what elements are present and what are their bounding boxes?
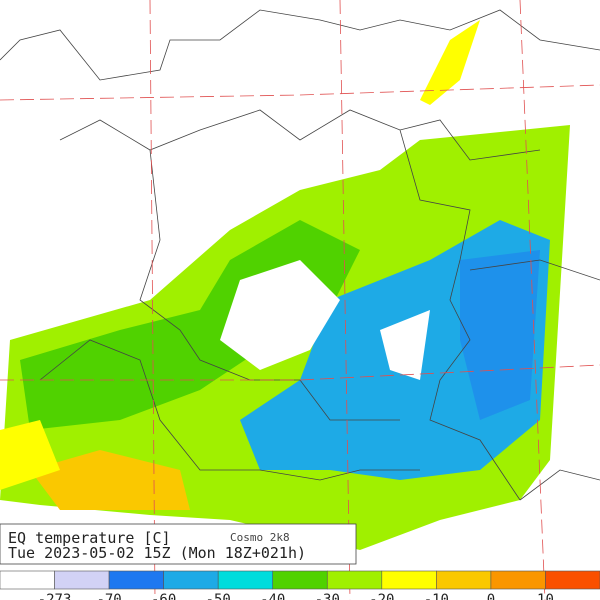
border — [139, 149, 400, 421]
field-blue — [460, 250, 540, 420]
colorbar-swatch — [381, 570, 437, 590]
field-gap — [380, 310, 430, 380]
parallel — [0, 364, 600, 381]
colorbar-swatch — [0, 570, 55, 590]
field-yellow — [420, 20, 480, 105]
colorbar-swatch — [217, 570, 274, 590]
map-subtitle: Tue 2023-05-02 15Z (Mon 18Z+021h) — [8, 544, 306, 562]
colorbar-label: 10 — [537, 592, 554, 600]
field-yellow — [0, 420, 60, 490]
map-title: EQ temperature [C] — [8, 529, 171, 547]
colorbar-swatch — [436, 570, 492, 590]
coastline — [59, 109, 541, 161]
borders — [0, 9, 600, 501]
border — [469, 259, 600, 281]
field-gold — [30, 450, 190, 510]
field — [0, 20, 570, 550]
meridian — [339, 0, 351, 600]
colorbar-label: -273 — [38, 592, 72, 600]
colorbar-swatch — [490, 570, 546, 590]
colorbar: -273 -70 -60 -50 -40 -30 -20 -10 0 10 — [0, 570, 600, 600]
colorbar-swatch — [545, 570, 600, 590]
colorbar-label: -50 — [206, 592, 231, 600]
colorbar-label: -30 — [315, 592, 340, 600]
model-name: Cosmo 2k8 — [230, 531, 290, 544]
colorbar-label: -60 — [151, 592, 176, 600]
coastline — [0, 9, 600, 81]
colorbar-swatch — [326, 570, 383, 590]
colorbar-label: -70 — [96, 592, 121, 600]
colorbar-label: -20 — [369, 592, 394, 600]
colorbar-label: 0 — [487, 592, 495, 600]
colorbar-swatch — [163, 570, 219, 590]
colorbar-label: -40 — [260, 592, 285, 600]
field-gap — [220, 260, 340, 370]
meridian — [149, 0, 156, 600]
meridian — [519, 0, 546, 600]
border — [39, 339, 420, 481]
border — [399, 129, 521, 501]
colorbar-label: -10 — [424, 592, 449, 600]
colorbar-swatch — [108, 570, 164, 590]
legend-box — [0, 523, 357, 565]
border — [519, 469, 600, 501]
parallel — [0, 84, 600, 101]
colorbar-swatch — [54, 570, 110, 590]
colorbar-swatch — [272, 570, 328, 590]
